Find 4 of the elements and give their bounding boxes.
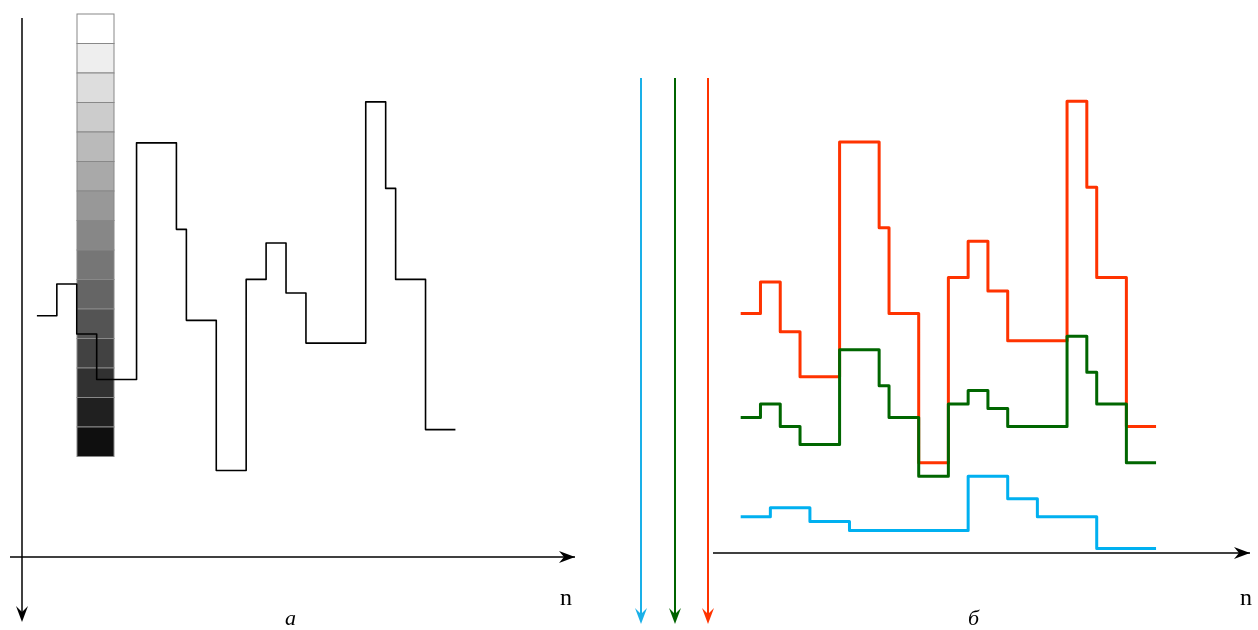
x-axis-title: n bbox=[1240, 584, 1252, 611]
text: а bbox=[285, 605, 296, 630]
text: б bbox=[968, 605, 980, 630]
x-axis-title: n bbox=[560, 584, 572, 611]
